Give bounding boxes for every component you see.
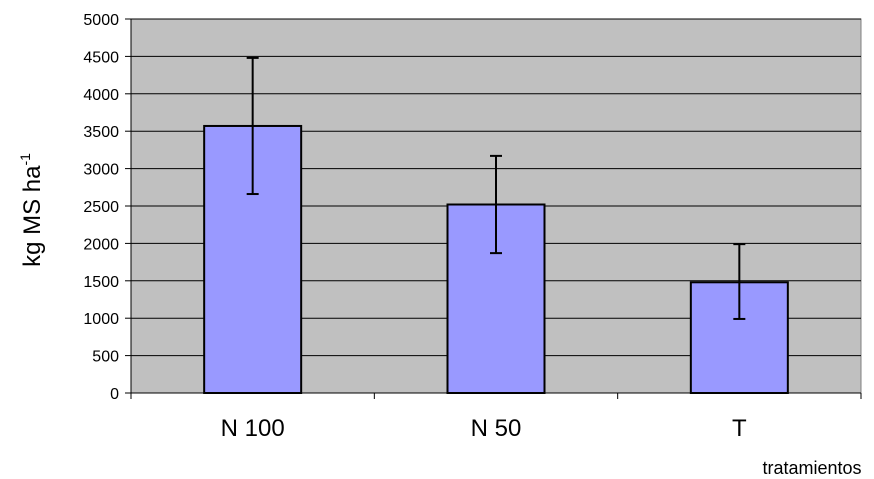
x-category-label: N 50 [471, 415, 522, 442]
y-tick-label: 3500 [83, 124, 119, 141]
error-bars [246, 56, 746, 320]
y-axis-title: kg MS ha-1 [17, 153, 46, 267]
y-tick-label: 3000 [83, 162, 119, 179]
error-bar [733, 243, 746, 320]
y-tick-label: 2500 [83, 199, 119, 216]
y-axis-title-text: kg MS ha [19, 165, 46, 267]
y-tick-labels: 0 500 1000 1500 2000 2500 3000 3500 4000 4500 5000 [83, 12, 119, 403]
error-bar [246, 56, 259, 196]
y-tick-label: 4500 [83, 49, 119, 66]
y-tick-label: 4000 [83, 87, 119, 104]
error-bar [490, 154, 502, 255]
x-category-labels: N 100 N 50 T [221, 415, 747, 442]
y-tick-label: 1000 [83, 311, 119, 328]
y-tick-label: 0 [110, 386, 119, 403]
y-tick-label: 500 [92, 349, 119, 366]
y-tick-label: 1500 [83, 274, 119, 291]
y-axis-title-superscript: -1 [17, 153, 33, 166]
x-category-label: N 100 [221, 415, 285, 442]
x-category-label: T [732, 415, 747, 442]
y-tick-label: 2000 [83, 236, 119, 253]
x-axis-title: tratamientos [762, 458, 861, 478]
axes [125, 18, 862, 399]
y-tick-label: 5000 [83, 12, 119, 29]
